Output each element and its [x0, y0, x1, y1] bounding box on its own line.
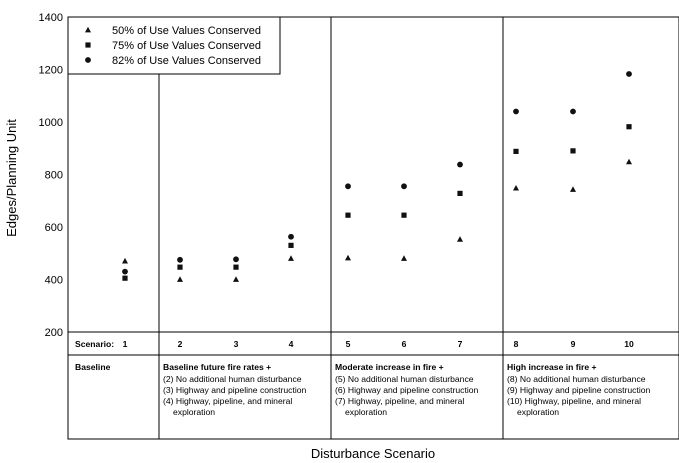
scenario-number-label: 1 [123, 339, 128, 349]
scenario-number-label: 3 [234, 339, 239, 349]
data-point-triangle [401, 255, 407, 261]
scenario-group-title: Baseline [75, 362, 111, 372]
y-tick-label: 1000 [39, 117, 63, 129]
scenario-prefix-label: Scenario: [75, 339, 114, 349]
scenario-group-2: Baseline future fire rates + (2) No addit… [163, 362, 328, 418]
chart-frame [67, 16, 679, 440]
data-point-circle [513, 108, 519, 115]
scenario-group-3: Moderate increase in fire + (5) No additi… [335, 362, 500, 418]
data-point-circle [401, 183, 407, 190]
legend-marker-square [85, 42, 91, 48]
x-axis-label: Disturbance Scenario [311, 446, 435, 461]
data-point-triangle [122, 257, 128, 264]
scenario-group-4: High increase in fire + (8) No additional… [507, 362, 677, 418]
scenario-group-line: exploration [345, 407, 388, 417]
scenario-group-line: (10) Highway, pipeline, and mineral [507, 396, 642, 406]
scenario-number-label: 2 [178, 339, 183, 349]
scenario-group-1: Baseline [75, 362, 155, 374]
scenario-group-title: High increase in fire + [507, 362, 597, 372]
scenario-group-line: (9) Highway and pipeline construction [507, 385, 651, 395]
data-point-circle [457, 161, 463, 168]
scenario-group-title: Baseline future fire rates + [163, 362, 272, 372]
scenario-group-line: (3) Highway and pipeline construction [163, 385, 307, 395]
y-tick-label: 800 [45, 170, 63, 182]
data-point-square [513, 148, 519, 154]
data-point-square [457, 190, 463, 196]
scenario-number-label: 7 [458, 339, 463, 349]
data-point-circle [626, 71, 632, 77]
legend-entry-label: 50% of Use Values Conserved [112, 25, 261, 37]
scenario-number-label: 9 [571, 339, 576, 349]
scenario-number-label: 4 [289, 339, 294, 349]
data-point-triangle [233, 276, 239, 282]
legend-marker-circle [85, 57, 91, 63]
scenario-group-line: (8) No additional human disturbance [507, 374, 646, 384]
y-tick-label: 1400 [39, 12, 63, 24]
data-point-square [626, 124, 632, 130]
y-tick-label: 200 [45, 327, 63, 339]
data-point-square [233, 264, 239, 270]
data-point-triangle [288, 255, 294, 261]
y-tick-label: 600 [45, 222, 63, 234]
scenario-group-title: Moderate increase in fire + [335, 362, 444, 372]
scenario-group-line: (2) No additional human disturbance [163, 374, 302, 384]
legend-box [67, 16, 281, 75]
data-marks [122, 71, 632, 282]
data-point-square [177, 264, 183, 270]
y-axis-label: Edges/Planning Unit [4, 119, 19, 237]
data-point-triangle [570, 186, 576, 192]
scenario-number-label: 6 [402, 339, 407, 349]
data-point-circle [345, 183, 351, 190]
scenario-group-line: (6) Highway and pipeline construction [335, 385, 479, 395]
scenario-number-row: Scenario: 1 2 3 4 5 6 7 8 9 10 [75, 339, 634, 349]
scenario-number-label: 10 [624, 339, 634, 349]
data-point-square [122, 275, 128, 281]
scenario-number-label: 5 [346, 339, 351, 349]
y-tick-label: 400 [45, 275, 63, 287]
scenario-group-line: (7) Highway, pipeline, and mineral [335, 396, 465, 406]
data-point-triangle [177, 276, 183, 282]
legend: 50% of Use Values Conserved 75% of Use Va… [85, 25, 261, 67]
legend-entry-label: 82% of Use Values Conserved [112, 55, 261, 67]
plot-area-border [67, 16, 679, 440]
y-axis-ticks: 200 400 600 800 1000 1200 1400 [39, 12, 63, 339]
scenario-group-line: (5) No additional human disturbance [335, 374, 474, 384]
y-tick-label: 1200 [39, 65, 63, 77]
data-point-square [288, 242, 294, 248]
data-point-circle [122, 268, 128, 275]
legend-marker-triangle [85, 26, 91, 33]
data-point-triangle [345, 254, 351, 261]
scenario-group-line: (4) Highway, pipeline, and mineral [163, 396, 293, 406]
legend-entry-label: 75% of Use Values Conserved [112, 40, 261, 52]
scenario-number-label: 8 [514, 339, 519, 349]
data-point-circle [177, 256, 183, 263]
data-point-square [401, 212, 407, 218]
scenario-group-line: exploration [173, 407, 216, 417]
data-point-circle [570, 108, 576, 115]
scenario-group-line: exploration [517, 407, 560, 417]
data-point-triangle [626, 158, 632, 165]
data-point-square [345, 212, 351, 218]
data-point-triangle [457, 236, 463, 242]
data-point-circle [288, 233, 294, 240]
data-point-square [570, 148, 576, 154]
data-point-circle [233, 256, 239, 263]
data-point-triangle [513, 184, 519, 191]
